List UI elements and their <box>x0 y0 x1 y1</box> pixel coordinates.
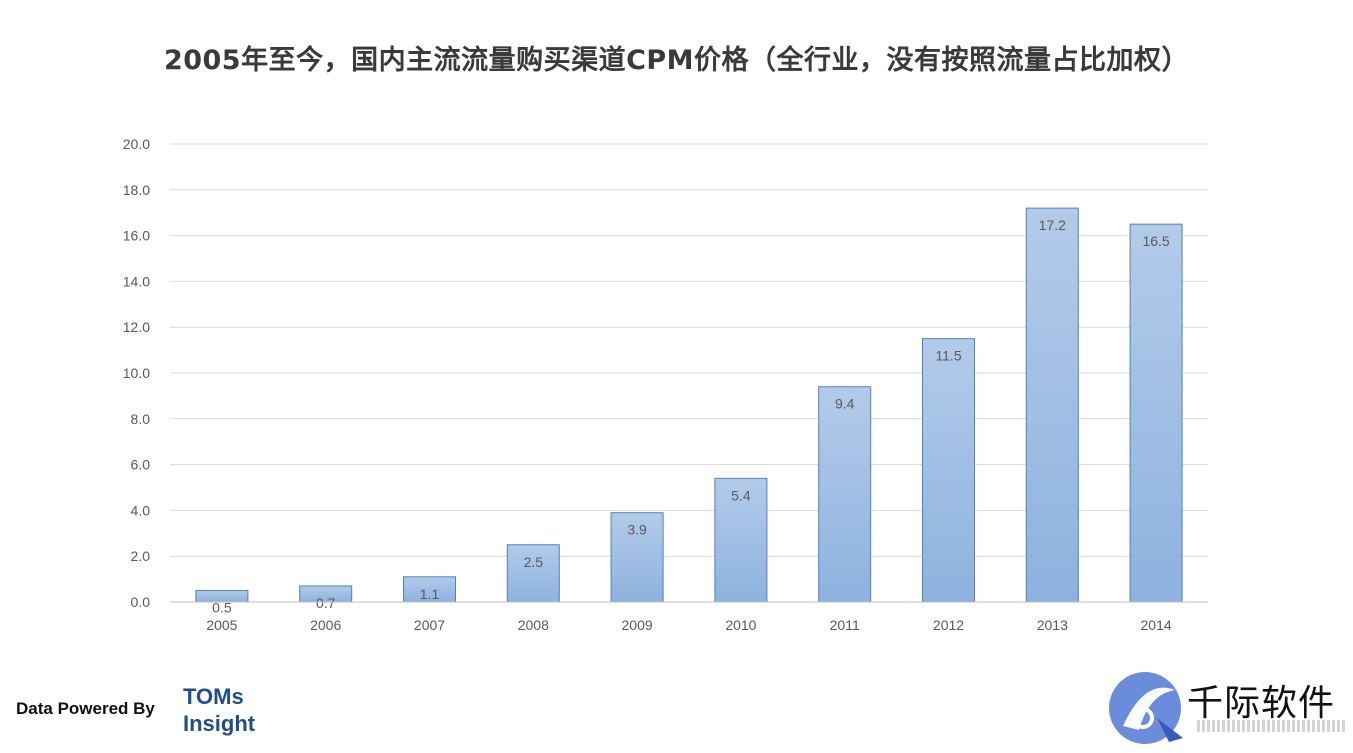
data-label-2012: 11.5 <box>935 348 961 364</box>
data-label-2006: 0.7 <box>316 595 336 611</box>
qianji-logo-icon <box>1109 672 1183 744</box>
data-powered-by-label: Data Powered By <box>16 699 155 718</box>
brand-line-2: Insight <box>183 711 256 736</box>
y-tick-label: 12.0 <box>123 319 150 335</box>
qianji-watermark-logo: 千际软件 <box>1105 668 1350 750</box>
y-axis-ticks: 0.0 2.0 4.0 6.0 8.0 10.0 12.0 14.0 16.0 18.0 20.0 <box>123 136 150 610</box>
x-tick-label: 2011 <box>830 617 860 633</box>
x-tick-label: 2012 <box>933 617 964 633</box>
bar-2014 <box>1129 223 1183 603</box>
y-tick-label: 18.0 <box>123 182 150 198</box>
x-axis-ticks: 2005 2006 2007 2008 2009 2010 2011 2012 2013 2014 <box>170 601 1208 633</box>
x-tick-label: 2005 <box>206 617 237 633</box>
gridlines <box>170 143 1208 603</box>
x-tick-label: 2010 <box>725 617 756 633</box>
y-tick-label: 14.0 <box>123 273 150 289</box>
x-tick-label: 2007 <box>414 617 445 633</box>
toms-insight-logo: TOMs Insight <box>183 683 255 737</box>
bar-2013 <box>1025 207 1079 603</box>
y-tick-label: 6.0 <box>131 457 151 473</box>
data-labels: 0.5 0.7 1.1 2.5 3.9 5.4 9.4 11.5 17.2 16.5 <box>212 217 1170 615</box>
y-tick-label: 2.0 <box>131 548 151 564</box>
data-label-2008: 2.5 <box>524 554 544 570</box>
bars <box>195 207 1183 603</box>
bar-2011 <box>818 386 872 603</box>
x-tick-label: 2013 <box>1037 617 1068 633</box>
bar-2010 <box>714 477 768 603</box>
x-tick-label: 2009 <box>622 617 653 633</box>
data-label-2010: 5.4 <box>731 487 751 503</box>
bar-2012 <box>922 338 975 603</box>
y-tick-label: 0.0 <box>131 594 151 610</box>
bar-2009 <box>610 512 664 603</box>
chart-title: 2005年至今，国内主流流量购买渠道CPM价格（全行业，没有按照流量占比加权） <box>163 45 1190 76</box>
qianji-watermark-text: 千际软件 <box>1187 683 1336 724</box>
brand-line-1: TOMs <box>183 684 244 709</box>
y-tick-label: 4.0 <box>131 502 151 518</box>
data-label-2007: 1.1 <box>420 586 440 602</box>
data-label-2014: 16.5 <box>1142 233 1169 249</box>
data-label-2011: 9.4 <box>835 396 855 412</box>
y-tick-label: 10.0 <box>123 365 150 381</box>
data-label-2009: 3.9 <box>627 522 647 538</box>
y-tick-label: 16.0 <box>123 228 150 244</box>
data-label-2013: 17.2 <box>1039 217 1066 233</box>
watermark-stripe <box>1197 720 1347 732</box>
x-tick-label: 2006 <box>310 617 341 633</box>
y-tick-label: 8.0 <box>131 411 151 427</box>
data-label-2005: 0.5 <box>212 600 232 616</box>
x-tick-label: 2008 <box>518 617 549 633</box>
bar-2008 <box>506 544 560 603</box>
x-tick-label: 2014 <box>1141 617 1172 633</box>
y-tick-label: 20.0 <box>123 136 150 152</box>
